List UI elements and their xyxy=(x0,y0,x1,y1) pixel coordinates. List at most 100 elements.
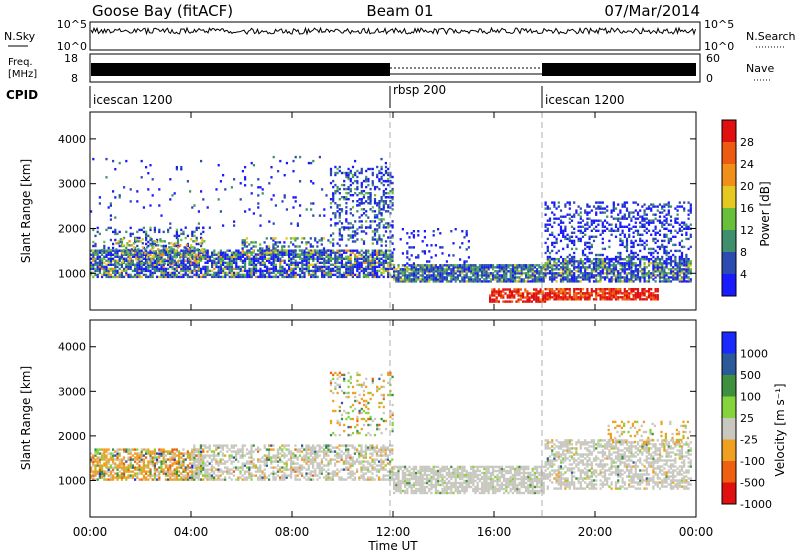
heatmap-cell xyxy=(316,249,319,252)
heatmap-cell xyxy=(219,269,222,273)
heatmap-cell xyxy=(645,207,648,210)
heatmap-cell xyxy=(338,273,341,277)
heatmap-cell xyxy=(573,258,576,261)
heatmap-cell xyxy=(296,245,299,248)
heatmap-cell xyxy=(204,261,207,264)
heatmap-cell xyxy=(421,264,424,267)
heatmap-cell xyxy=(98,263,101,266)
heatmap-cell xyxy=(548,223,552,226)
heatmap-cell xyxy=(619,292,622,295)
heatmap-cell xyxy=(584,298,587,301)
heatmap-cell xyxy=(647,229,651,232)
heatmap-cell xyxy=(128,260,131,263)
heatmap-cell xyxy=(369,198,372,201)
heatmap-cell xyxy=(163,262,166,265)
heatmap-cell xyxy=(316,245,319,248)
heatmap-cell xyxy=(474,264,477,267)
heatmap-cell xyxy=(142,478,145,481)
heatmap-cell xyxy=(632,262,635,265)
heatmap-cell xyxy=(443,278,446,281)
heatmap-cell xyxy=(140,267,143,271)
heatmap-cell xyxy=(387,222,390,225)
heatmap-cell xyxy=(376,261,379,264)
heatmap-cell xyxy=(268,267,271,271)
heatmap-cell xyxy=(529,280,532,283)
heatmap-cell xyxy=(351,181,355,185)
heatmap-cell xyxy=(120,265,123,269)
heatmap-cell xyxy=(219,249,222,252)
heatmap-cell xyxy=(588,211,591,214)
heatmap-cell xyxy=(323,253,326,256)
heatmap-cell xyxy=(362,202,366,205)
heatmap-cell xyxy=(544,294,547,297)
heatmap-cell xyxy=(112,456,115,459)
heatmap-cell xyxy=(140,265,143,269)
heatmap-cell xyxy=(307,253,310,256)
heatmap-cell xyxy=(233,261,236,264)
heatmap-cell xyxy=(689,262,692,265)
heatmap-cell xyxy=(138,228,141,232)
heatmap-cell xyxy=(384,244,388,247)
heatmap-cell xyxy=(365,220,368,223)
heatmap-cell xyxy=(518,280,521,283)
heatmap-cell xyxy=(667,201,670,204)
heatmap-cell xyxy=(98,458,101,461)
heatmap-cell xyxy=(239,275,242,279)
heatmap-cell xyxy=(654,225,657,228)
heatmap-cell xyxy=(255,275,258,279)
heatmap-cell xyxy=(376,275,379,279)
heatmap-cell xyxy=(261,259,264,262)
heatmap-cell xyxy=(338,267,341,271)
heatmap-cell xyxy=(553,213,556,216)
heatmap-cell xyxy=(332,249,335,252)
heatmap-cell xyxy=(683,201,686,204)
heatmap-cell xyxy=(680,278,684,281)
heatmap-cell xyxy=(142,458,145,461)
heatmap-cell xyxy=(153,263,156,266)
heatmap-cell xyxy=(320,243,323,246)
heatmap-cell xyxy=(206,206,209,209)
heatmap-cell xyxy=(397,276,400,279)
heatmap-cell xyxy=(277,271,280,275)
heatmap-cell xyxy=(169,265,172,269)
heatmap-cell xyxy=(263,265,266,269)
heatmap-cell xyxy=(312,269,315,273)
heatmap-cell xyxy=(334,192,337,195)
heatmap-cell xyxy=(437,228,440,231)
heatmap-cell xyxy=(219,271,222,275)
heatmap-cell xyxy=(495,292,498,295)
heatmap-cell xyxy=(382,253,385,256)
heatmap-cell xyxy=(546,268,549,271)
heatmap-cell xyxy=(103,464,106,467)
heatmap-cell xyxy=(250,275,253,279)
heatmap-cell xyxy=(590,251,593,255)
heatmap-cell xyxy=(603,260,607,263)
heatmap-cell xyxy=(384,171,388,175)
heatmap-cell xyxy=(461,230,464,233)
heatmap-cell xyxy=(190,246,193,249)
heatmap-cell xyxy=(109,269,112,273)
heatmap-cell xyxy=(290,267,293,271)
heatmap-cell xyxy=(603,257,607,261)
heatmap-cell xyxy=(105,472,108,475)
heatmap-cell xyxy=(290,249,293,252)
heatmap-cell xyxy=(588,245,591,249)
heatmap-cell xyxy=(456,274,459,277)
heatmap-cell xyxy=(142,273,145,277)
heatmap-cell xyxy=(270,253,273,256)
heatmap-cell xyxy=(373,253,376,256)
heatmap-cell xyxy=(373,230,377,233)
heatmap-cell xyxy=(255,255,258,258)
heatmap-cell xyxy=(149,269,152,273)
heatmap-cell xyxy=(687,258,690,261)
heatmap-cell xyxy=(551,264,554,267)
power-colorbar-label: Power [dB] xyxy=(758,181,772,246)
heatmap-cell xyxy=(329,181,333,185)
heatmap-cell xyxy=(474,268,477,271)
heatmap-cell xyxy=(522,266,525,269)
heatmap-cell xyxy=(387,173,390,177)
heatmap-cell xyxy=(263,251,266,254)
heatmap-cell xyxy=(281,247,284,250)
heatmap-cell xyxy=(667,272,670,275)
heatmap-cell xyxy=(136,253,139,256)
